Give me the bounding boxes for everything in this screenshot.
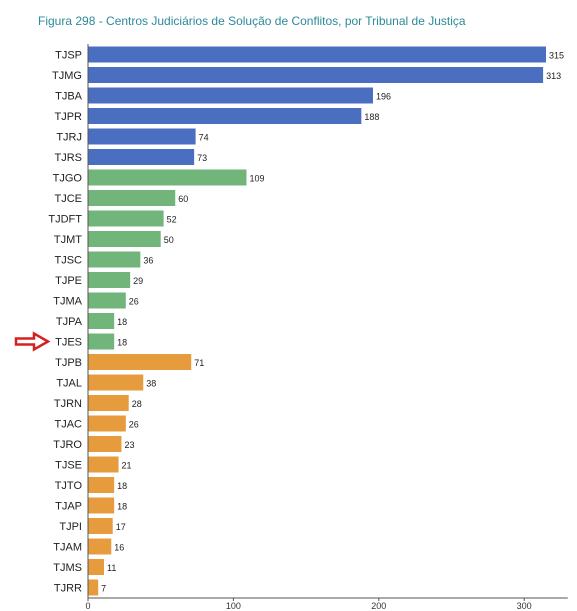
bar-tjdft	[88, 210, 164, 227]
category-label-tjsp: TJSP	[55, 50, 82, 62]
category-label-tjse: TJSE	[55, 460, 82, 472]
category-label-tjam: TJAM	[53, 542, 82, 554]
category-label-tjac: TJAC	[55, 419, 83, 431]
x-tick-label-100: 100	[226, 601, 241, 611]
bar-tjce	[88, 190, 176, 206]
bar-tjrs	[88, 149, 195, 165]
bar-tjmg	[88, 67, 544, 83]
bar-tjac	[88, 415, 126, 432]
value-label-tjal: 38	[146, 379, 156, 389]
category-label-tjce: TJCE	[55, 193, 83, 205]
arrow-icon	[14, 331, 51, 352]
category-label-tjrs: TJRS	[55, 152, 83, 164]
value-label-tjmg: 313	[546, 71, 561, 81]
bar-tjsp	[88, 46, 547, 63]
value-label-tjto: 18	[117, 481, 127, 491]
bar-tjpb	[88, 354, 192, 370]
value-label-tjam: 16	[114, 543, 124, 553]
category-label-tjba: TJBA	[55, 91, 83, 103]
category-label-tjms: TJMS	[53, 562, 82, 574]
category-label-tjpr: TJPR	[55, 111, 83, 123]
value-label-tjro: 23	[124, 440, 134, 450]
value-label-tjrn: 28	[132, 399, 142, 409]
bar-tjro	[88, 436, 122, 452]
category-label-tjsc: TJSC	[55, 255, 83, 267]
bar-tjma	[88, 292, 126, 309]
category-label-tjma: TJMA	[53, 296, 82, 308]
x-tick-label-200: 200	[371, 601, 386, 611]
value-label-tjpr: 188	[364, 112, 379, 122]
category-label-tjro: TJRO	[53, 439, 82, 451]
bar-tjrn	[88, 395, 129, 411]
category-label-tjmt: TJMT	[54, 234, 82, 246]
category-label-tjpi: TJPI	[59, 521, 82, 533]
value-label-tjes: 18	[117, 338, 127, 348]
bar-tjrj	[88, 128, 196, 145]
value-label-tjms: 11	[107, 563, 116, 573]
x-axis: 0 100 200 300	[85, 44, 568, 611]
value-label-tjpb: 71	[194, 358, 204, 368]
category-label-tjgo: TJGO	[53, 173, 83, 185]
category-label-tjpa: TJPA	[56, 316, 83, 328]
value-label-tjmt: 50	[164, 235, 174, 245]
x-tick-label-0: 0	[85, 601, 90, 611]
value-label-tjrj: 74	[199, 133, 209, 143]
category-label-tjal: TJAL	[56, 378, 82, 390]
bar-tjmt	[88, 231, 161, 247]
value-label-tjrs: 73	[197, 153, 207, 163]
bar-tjgo	[88, 169, 247, 186]
bar-tjms	[88, 559, 104, 575]
value-label-tjsc: 36	[143, 256, 153, 266]
category-label-tjpb: TJPB	[55, 357, 82, 369]
category-label-tjrr: TJRR	[54, 583, 82, 595]
value-label-tjce: 60	[178, 194, 188, 204]
value-label-tjba: 196	[376, 92, 391, 102]
bar-tjba	[88, 87, 373, 104]
category-label-tjto: TJTO	[55, 480, 83, 492]
category-label-tjap: TJAP	[55, 501, 82, 513]
value-label-tjgo: 109	[249, 174, 264, 184]
value-label-tjse: 21	[122, 461, 132, 471]
bar-tjal	[88, 374, 144, 391]
value-label-tjac: 26	[129, 420, 139, 430]
category-label-tjrj: TJRJ	[56, 132, 82, 144]
value-label-tjsp: 315	[549, 51, 564, 61]
value-label-tjpi: 17	[116, 522, 126, 532]
value-label-tjpe: 29	[133, 276, 143, 286]
bar-tjpi	[88, 518, 113, 534]
value-label-tjdft: 52	[167, 215, 177, 225]
bar-tjpe	[88, 272, 131, 288]
chart-title: Figura 298 - Centros Judiciários de Solu…	[38, 14, 466, 28]
category-label-tjrn: TJRN	[54, 398, 82, 410]
bar-tjrr	[88, 579, 99, 596]
value-label-tjap: 18	[117, 502, 127, 512]
bar-tjes	[88, 333, 115, 350]
annotation-arrow	[14, 331, 51, 352]
bar-tjap	[88, 497, 115, 514]
value-label-tjrr: 7	[101, 584, 106, 594]
bar-tjpa	[88, 313, 115, 329]
value-label-tjma: 26	[129, 297, 139, 307]
bar-tjse	[88, 456, 119, 473]
bar-tjam	[88, 538, 112, 555]
x-tick-label-300: 300	[517, 601, 532, 611]
value-label-tjpa: 18	[117, 317, 127, 327]
bar-tjsc	[88, 251, 141, 268]
category-label-tjdft: TJDFT	[48, 214, 82, 226]
bar-tjto	[88, 477, 115, 493]
category-label-tjmg: TJMG	[52, 70, 82, 82]
category-label-tjes: TJES	[55, 337, 82, 349]
bar-tjpr	[88, 108, 362, 124]
category-label-tjpe: TJPE	[55, 275, 82, 287]
